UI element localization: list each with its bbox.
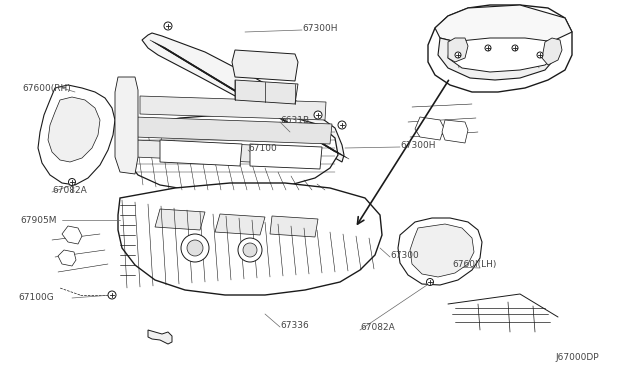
Circle shape bbox=[187, 240, 203, 256]
Circle shape bbox=[512, 45, 518, 51]
Polygon shape bbox=[135, 117, 332, 144]
Polygon shape bbox=[428, 5, 572, 92]
Polygon shape bbox=[330, 224, 348, 244]
Polygon shape bbox=[142, 33, 344, 162]
Polygon shape bbox=[310, 234, 326, 254]
Circle shape bbox=[338, 121, 346, 129]
Circle shape bbox=[485, 45, 491, 51]
Polygon shape bbox=[135, 140, 298, 164]
Polygon shape bbox=[62, 226, 82, 244]
Polygon shape bbox=[140, 96, 326, 120]
Polygon shape bbox=[442, 120, 468, 143]
Polygon shape bbox=[148, 330, 172, 344]
Polygon shape bbox=[410, 224, 474, 277]
Polygon shape bbox=[542, 38, 562, 65]
Polygon shape bbox=[160, 140, 242, 166]
Text: 6760I(LH): 6760I(LH) bbox=[452, 260, 497, 269]
Polygon shape bbox=[38, 85, 115, 185]
Circle shape bbox=[314, 111, 322, 119]
Polygon shape bbox=[448, 38, 468, 62]
Text: 67300H: 67300H bbox=[400, 141, 435, 150]
Text: 67082A: 67082A bbox=[360, 324, 395, 333]
Text: 67905M: 67905M bbox=[20, 215, 56, 224]
Polygon shape bbox=[250, 144, 322, 169]
Text: 67082A: 67082A bbox=[52, 186, 87, 195]
Polygon shape bbox=[270, 216, 318, 237]
Circle shape bbox=[164, 22, 172, 30]
Polygon shape bbox=[398, 218, 482, 285]
Text: 67300H: 67300H bbox=[302, 23, 337, 32]
Polygon shape bbox=[118, 183, 382, 295]
Text: 67300: 67300 bbox=[390, 250, 419, 260]
Circle shape bbox=[537, 52, 543, 58]
Circle shape bbox=[181, 234, 209, 262]
Text: 67100G: 67100G bbox=[18, 294, 54, 302]
Text: 6631B: 6631B bbox=[280, 115, 309, 125]
Polygon shape bbox=[235, 80, 298, 104]
Text: 67100: 67100 bbox=[248, 144, 276, 153]
Circle shape bbox=[108, 291, 116, 299]
Polygon shape bbox=[58, 250, 76, 266]
Polygon shape bbox=[448, 38, 558, 72]
Text: J67000DP: J67000DP bbox=[555, 353, 598, 362]
Circle shape bbox=[426, 279, 433, 285]
Polygon shape bbox=[115, 77, 138, 174]
Polygon shape bbox=[435, 5, 572, 46]
Polygon shape bbox=[155, 209, 205, 230]
Polygon shape bbox=[215, 214, 265, 235]
Polygon shape bbox=[48, 97, 100, 162]
Polygon shape bbox=[128, 115, 338, 192]
Circle shape bbox=[243, 243, 257, 257]
Polygon shape bbox=[415, 117, 444, 140]
Circle shape bbox=[455, 52, 461, 58]
Text: 67600(RH): 67600(RH) bbox=[22, 83, 71, 93]
Polygon shape bbox=[438, 38, 558, 80]
Circle shape bbox=[68, 179, 76, 186]
Circle shape bbox=[238, 238, 262, 262]
Text: 67336: 67336 bbox=[280, 321, 308, 330]
Polygon shape bbox=[232, 50, 298, 81]
